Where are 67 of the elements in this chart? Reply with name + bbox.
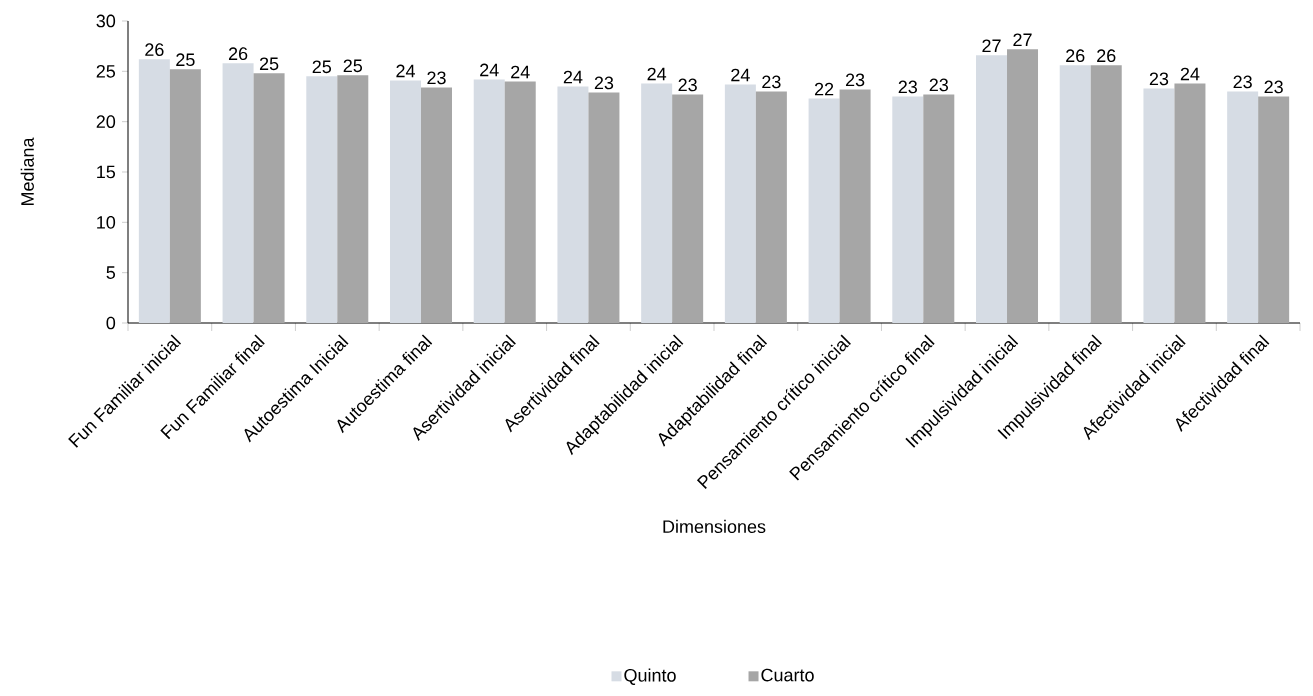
data-label: 27 — [982, 39, 1001, 53]
bar — [808, 98, 840, 323]
bar — [557, 86, 589, 323]
bar — [306, 76, 338, 323]
data-label: 24 — [511, 65, 530, 79]
data-label: 23 — [427, 71, 446, 85]
data-label: 23 — [845, 73, 865, 87]
data-label: 23 — [678, 78, 697, 92]
bar — [1090, 65, 1122, 323]
data-label: 24 — [396, 64, 415, 78]
bar — [504, 81, 536, 323]
bar — [1227, 91, 1259, 323]
x-axis-title: Dimensiones — [663, 519, 766, 533]
bar — [976, 55, 1008, 323]
bar — [672, 94, 704, 323]
data-label: 26 — [228, 47, 248, 61]
data-label: 23 — [1233, 75, 1252, 89]
bar — [1059, 65, 1091, 323]
bar — [724, 84, 756, 323]
data-label: 25 — [343, 59, 363, 73]
y-tick-label: 25 — [96, 64, 116, 78]
data-label: 24 — [480, 63, 499, 77]
bar — [1007, 49, 1039, 323]
bar — [421, 87, 453, 323]
data-label: 24 — [647, 67, 667, 81]
bar — [1174, 83, 1206, 323]
y-tick-label: 10 — [97, 215, 116, 229]
data-label: 23 — [929, 78, 949, 92]
bar — [588, 92, 620, 323]
bar — [892, 96, 924, 323]
y-tick-label: 15 — [97, 165, 116, 179]
bar — [1143, 88, 1175, 323]
y-tick-label: 30 — [96, 14, 116, 28]
bar — [390, 80, 422, 323]
bar — [169, 69, 201, 323]
bar — [1258, 96, 1290, 323]
bar — [222, 63, 254, 323]
data-label: 26 — [1097, 49, 1116, 63]
data-label: 25 — [259, 57, 279, 71]
bar — [641, 83, 673, 323]
legend-label: Cuarto — [761, 668, 814, 682]
y-tick-label: 0 — [106, 316, 116, 330]
bar — [138, 59, 170, 323]
data-label: 24 — [1180, 67, 1200, 81]
data-label: 23 — [594, 76, 614, 90]
data-label: 23 — [1264, 80, 1283, 94]
bar — [337, 75, 369, 323]
data-label: 24 — [731, 68, 750, 82]
data-label: 26 — [1066, 49, 1085, 63]
data-label: 23 — [1149, 72, 1169, 86]
bar — [923, 94, 955, 323]
bar — [253, 73, 285, 323]
data-label: 22 — [814, 82, 834, 96]
y-tick-label: 20 — [96, 115, 116, 129]
bar — [755, 91, 787, 323]
legend-label: Quinto — [624, 668, 676, 685]
data-label: 23 — [762, 75, 781, 89]
bar — [473, 79, 505, 323]
bar — [839, 89, 871, 323]
data-label: 24 — [563, 70, 583, 84]
data-label: 23 — [898, 80, 918, 94]
data-label: 27 — [1013, 33, 1032, 46]
data-label: 25 — [176, 53, 195, 67]
data-label: 26 — [145, 43, 164, 57]
y-axis-title: Mediana — [20, 137, 34, 206]
data-label: 25 — [312, 60, 332, 74]
y-tick-label: 5 — [106, 266, 116, 279]
